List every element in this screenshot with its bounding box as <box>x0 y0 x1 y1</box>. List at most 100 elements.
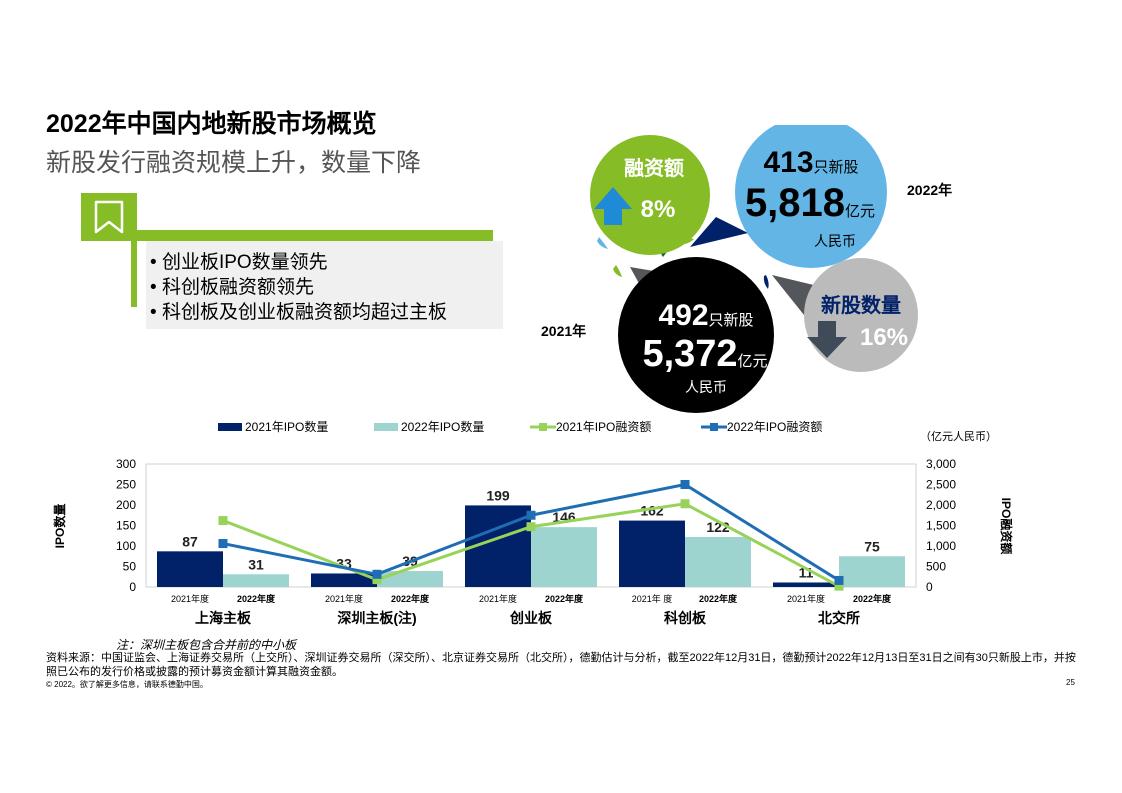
left-axis-tick: 150 <box>116 519 136 533</box>
line-point <box>372 575 382 585</box>
right-axis-tick: 1,000 <box>926 539 956 553</box>
left-axis-tick: 50 <box>123 560 137 574</box>
page-number: 25 <box>1066 678 1075 687</box>
bar-2022-count <box>531 527 597 587</box>
highlight-item: 创业板IPO数量领先 <box>150 250 503 275</box>
ipo-bubble-infographic: 融资额 8% 413只新股 5,818亿元 人民币 新股数量 16% 492只新… <box>590 125 918 413</box>
count-change-label: 新股数量 <box>821 293 901 317</box>
bubble-2022-currency: 人民币 <box>814 233 856 249</box>
legend-marker <box>710 423 718 431</box>
droplet-shape <box>597 237 608 249</box>
chart-footnote: 注：深圳主板包含合并前的中小板 <box>116 638 297 652</box>
highlight-accent-bar <box>137 230 493 241</box>
x-sub-label: 2021年度 <box>787 593 825 604</box>
right-axis-tick: 3,000 <box>926 457 956 471</box>
legend-marker <box>539 423 547 431</box>
x-sub-label: 2021年度 <box>325 593 363 604</box>
x-category-label: 创业板 <box>509 610 553 626</box>
bubble-2021-amount: 5,372亿元 <box>642 333 767 375</box>
year-label-2021: 2021年 <box>541 323 587 339</box>
bar-2022-count <box>377 571 443 587</box>
x-sub-label: 2022年度 <box>391 593 430 604</box>
bar-2021-count <box>311 573 377 587</box>
bubble-2021-amount-num: 5,372 <box>642 333 737 375</box>
left-axis-tick: 300 <box>116 457 136 471</box>
right-axis-tick: 2,500 <box>926 478 956 492</box>
x-category-label: 北交所 <box>818 610 860 626</box>
bubble-2022-count: 413只新股 <box>763 146 858 179</box>
x-sub-label: 2021年 度 <box>632 593 673 604</box>
page-subtitle: 新股发行融资规模上升，数量下降 <box>46 149 422 177</box>
x-category-label: 深圳主板(注) <box>337 610 416 626</box>
x-sub-label: 2022年度 <box>545 593 584 604</box>
x-sub-label: 2021年度 <box>479 593 517 604</box>
line-point <box>834 575 844 585</box>
bar-2021-count <box>619 520 685 587</box>
left-axis-tick: 200 <box>116 498 136 512</box>
bubble-2021-amount-unit: 亿元 <box>738 353 768 370</box>
source-note: 资料来源：中国证监会、上海证券交易所（上交所）、深圳证券交易所（深交所）、北京证… <box>46 652 1076 678</box>
bookmark-badge <box>81 193 137 241</box>
bar-2021-count <box>157 551 223 587</box>
ipo-combo-chart: 2021年IPO数量 2022年IPO数量 2021年IPO融资额 2022年IPO融… <box>52 419 1014 626</box>
highlight-item: 科创板融资额领先 <box>150 275 503 300</box>
right-axis-tick: 2,000 <box>926 498 956 512</box>
bar-2022-count <box>685 536 751 587</box>
bubble-2022-count-num: 413 <box>763 146 813 179</box>
right-axis-label: IPO融资额 <box>999 498 1014 555</box>
line-point <box>680 480 690 489</box>
chart-legend: 2021年IPO数量 2022年IPO数量 2021年IPO融资额 2022年IPO融… <box>218 419 822 434</box>
legend-label: 2021年IPO数量 <box>245 419 328 434</box>
right-axis-tick: 1,500 <box>926 519 956 533</box>
bar-data-label: 75 <box>864 538 880 554</box>
funds-change-label: 融资额 <box>624 156 684 180</box>
left-axis-tick: 0 <box>129 580 136 594</box>
bar-data-label: 31 <box>248 556 264 572</box>
year-label-2022: 2022年 <box>907 182 953 198</box>
bar-2022-count <box>839 556 905 587</box>
bubble-2021-count-num: 492 <box>658 299 708 332</box>
left-axis-label: IPO数量 <box>52 504 67 549</box>
page-title: 2022年中国内地新股市场概览 <box>46 110 377 138</box>
droplet-shape <box>763 275 769 289</box>
bubble-2022-amount-num: 5,818 <box>745 181 845 225</box>
right-axis-tick: 500 <box>926 560 946 574</box>
right-axis-tick: 0 <box>926 580 933 594</box>
x-sub-label: 2021年度 <box>171 593 209 604</box>
bubble-2021-count-unit: 只新股 <box>709 312 754 329</box>
bubble-2021-count: 492只新股 <box>658 299 753 332</box>
highlights-box: 创业板IPO数量领先 科创板融资额领先 科创板及创业板融资额均超过主板 <box>146 241 503 329</box>
x-category-label: 上海主板 <box>195 610 252 626</box>
left-axis-tick: 100 <box>116 539 136 553</box>
arrow-down-icon <box>807 321 847 358</box>
right-axis: 0 500 1,000 1,500 2,000 2,500 3,000 <box>926 457 956 594</box>
left-axis: 0 50 100 150 200 250 300 <box>116 457 136 594</box>
left-axis-tick: 250 <box>116 478 136 492</box>
bubble-2022-amount-unit: 亿元 <box>845 203 875 220</box>
x-sub-label: 2022年度 <box>237 593 276 604</box>
bookmark-icon <box>94 200 124 234</box>
line-point <box>526 510 536 520</box>
droplet-shape <box>680 238 694 245</box>
x-category-label: 科创板 <box>664 610 707 626</box>
line-point <box>218 516 228 526</box>
legend-swatch <box>218 423 242 431</box>
bar-data-label: 199 <box>486 487 510 503</box>
copyright: © 2022。欲了解更多信息，请联系德勤中国。 <box>46 680 208 689</box>
bar-2022-count <box>223 574 289 587</box>
legend-label: 2021年IPO融资额 <box>556 420 651 434</box>
bubble-2022-tail <box>690 217 748 247</box>
bar-data-label: 11 <box>799 564 814 580</box>
bar-data-label: 87 <box>182 533 198 549</box>
bubble-2022-count-unit: 只新股 <box>814 159 859 176</box>
chart-unit-note: （亿元人民币） <box>920 430 997 443</box>
line-point <box>680 499 690 509</box>
line-point <box>372 569 382 579</box>
x-sub-label: 2022年度 <box>699 593 738 604</box>
highlight-item: 科创板及创业板融资额均超过主板 <box>150 300 503 325</box>
line-point <box>218 539 228 549</box>
legend-label: 2022年IPO数量 <box>401 419 484 434</box>
legend-label: 2022年IPO融资额 <box>727 420 822 434</box>
legend-swatch <box>374 423 398 431</box>
